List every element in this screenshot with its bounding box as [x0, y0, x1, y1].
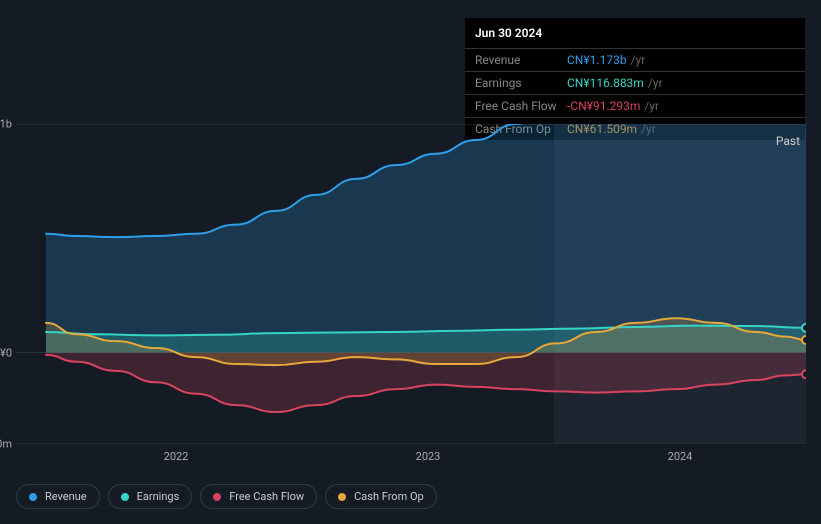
legend-label: Free Cash Flow	[229, 490, 304, 503]
chart-area: CN¥1bCN¥0-CN¥400m Past	[16, 124, 806, 444]
x-axis-label: 2022	[164, 450, 189, 463]
series-area-revenue	[46, 124, 806, 353]
legend-label: Revenue	[45, 490, 87, 503]
legend-dot	[29, 493, 37, 501]
legend-item-free-cash-flow[interactable]: Free Cash Flow	[200, 484, 317, 509]
legend-label: Cash From Op	[354, 490, 424, 503]
legend-dot	[121, 493, 129, 501]
x-axis-label: 2024	[668, 450, 693, 463]
tooltip-row: EarningsCN¥116.883m/yr	[465, 71, 805, 94]
series-endpoint-fcf	[802, 370, 806, 378]
legend-dot	[338, 493, 346, 501]
series-endpoint-cfo	[802, 336, 806, 344]
series-endpoint-earnings	[802, 324, 806, 332]
chart-svg	[16, 124, 806, 444]
legend-item-earnings[interactable]: Earnings	[108, 484, 193, 509]
tooltip-label: Revenue	[475, 53, 567, 67]
legend: Revenue Earnings Free Cash Flow Cash From O…	[16, 484, 437, 509]
tooltip-value: CN¥116.883m	[567, 76, 644, 90]
tooltip-date: Jun 30 2024	[465, 18, 805, 48]
tooltip-value: CN¥1.173b	[567, 53, 627, 67]
past-label: Past	[776, 134, 800, 148]
y-axis-label: CN¥1b	[0, 118, 12, 131]
y-axis-label: CN¥0	[0, 346, 12, 359]
legend-item-revenue[interactable]: Revenue	[16, 484, 100, 509]
tooltip-suffix: /yr	[648, 76, 663, 90]
tooltip-suffix: /yr	[631, 53, 646, 67]
chart-tooltip: Jun 30 2024 RevenueCN¥1.173b/yrEarningsC…	[465, 18, 805, 140]
tooltip-row: Free Cash Flow-CN¥91.293m/yr	[465, 94, 805, 117]
y-axis-label: -CN¥400m	[0, 438, 12, 451]
tooltip-suffix: /yr	[644, 99, 659, 113]
tooltip-value: -CN¥91.293m	[567, 99, 640, 113]
tooltip-label: Free Cash Flow	[475, 99, 567, 113]
legend-item-cash-from-op[interactable]: Cash From Op	[325, 484, 437, 509]
x-axis-label: 2023	[416, 450, 441, 463]
tooltip-row: RevenueCN¥1.173b/yr	[465, 48, 805, 71]
legend-label: Earnings	[137, 490, 180, 503]
tooltip-label: Earnings	[475, 76, 567, 90]
x-axis: 2022 2023 2024	[16, 450, 806, 470]
legend-dot	[213, 493, 221, 501]
